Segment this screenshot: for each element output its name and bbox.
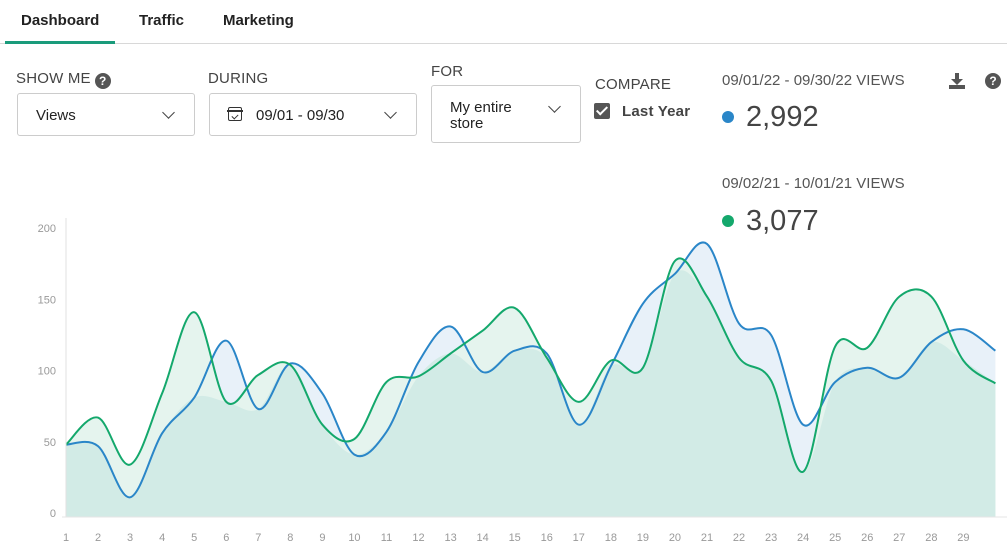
- x-tick-label: 5: [191, 532, 197, 544]
- help-icon[interactable]: ?: [985, 73, 1001, 89]
- y-tick-label: 0: [50, 508, 56, 520]
- metric-select-value: Views: [36, 107, 76, 124]
- x-tick-label: 4: [159, 532, 165, 544]
- x-tick-label: 28: [925, 532, 937, 544]
- x-axis: 1 2 3 4 5 6 7 8 9 10 11 12 13 14 15 16 17 18 19 20 21 22 23 24 2…: [62, 516, 1007, 544]
- compare-label: COMPARE: [595, 76, 672, 93]
- y-tick-label: 200: [38, 223, 56, 235]
- x-tick-label: 12: [412, 532, 424, 544]
- x-tick-label: 23: [765, 532, 777, 544]
- series-2-line: [65, 257, 996, 473]
- x-tick-label: 2: [95, 532, 101, 544]
- tab-marketing[interactable]: Marketing: [223, 12, 294, 29]
- x-tick-label: 27: [893, 532, 905, 544]
- y-tick-label: 100: [38, 366, 56, 378]
- current-range-label: 09/01/22 - 09/30/22 VIEWS: [722, 72, 905, 89]
- overlap-area: [66, 270, 996, 517]
- x-tick-label: 3: [127, 532, 133, 544]
- x-tick-label: 9: [319, 532, 325, 544]
- x-tick-label: 14: [477, 532, 489, 544]
- previous-series-dot: [722, 215, 734, 227]
- x-tick-label: 21: [701, 532, 713, 544]
- calendar-icon: [227, 107, 243, 121]
- show-me-label-group: SHOW ME?: [16, 70, 111, 89]
- x-tick-label: 15: [509, 532, 521, 544]
- y-axis: 0 50 100 150 200: [38, 218, 67, 520]
- x-tick-label: 1: [63, 532, 69, 544]
- tab-bar: Dashboard Traffic Marketing: [0, 0, 1007, 44]
- for-label: FOR: [431, 63, 464, 80]
- series-1-line: [65, 241, 996, 499]
- help-icon[interactable]: ?: [94, 73, 111, 89]
- x-tick-label: 8: [287, 532, 293, 544]
- y-tick-label: 50: [44, 437, 56, 449]
- x-tick-label: 18: [605, 532, 617, 544]
- during-label: DURING: [208, 70, 269, 87]
- current-views-total: 2,992: [746, 101, 819, 133]
- previous-range-label: 09/02/21 - 10/01/21 VIEWS: [722, 175, 905, 192]
- compare-checkbox[interactable]: [594, 103, 610, 119]
- previous-views-total: 3,077: [746, 205, 819, 237]
- x-tick-label: 29: [957, 532, 969, 544]
- x-tick-label: 19: [637, 532, 649, 544]
- date-range-value: 09/01 - 09/30: [256, 107, 345, 124]
- x-tick-label: 7: [255, 532, 261, 544]
- y-tick-label: 150: [38, 294, 56, 306]
- download-icon[interactable]: [948, 72, 966, 90]
- x-tick-label: 26: [861, 532, 873, 544]
- x-tick-label: 17: [573, 532, 585, 544]
- x-tick-label: 22: [733, 532, 745, 544]
- tab-dashboard[interactable]: Dashboard: [21, 12, 100, 29]
- x-tick-label: 20: [669, 532, 681, 544]
- show-me-label: SHOW ME: [16, 70, 91, 87]
- compare-checkbox-label[interactable]: Last Year: [622, 103, 691, 120]
- x-tick-label: 16: [541, 532, 553, 544]
- x-tick-label: 11: [381, 532, 392, 544]
- date-range-select[interactable]: 09/01 - 09/30: [209, 93, 417, 136]
- current-series-dot: [722, 111, 734, 123]
- active-tab-indicator: [5, 41, 115, 44]
- store-select-value-line1: My entire: [450, 99, 512, 116]
- x-tick-label: 24: [797, 532, 809, 544]
- x-tick-label: 10: [348, 532, 360, 544]
- x-tick-label: 13: [444, 532, 456, 544]
- chart-areas: [66, 242, 996, 517]
- x-tick-label: 6: [223, 532, 229, 544]
- store-select[interactable]: My entire store: [431, 85, 581, 143]
- chart-lines: [65, 241, 996, 499]
- x-tick-label: 25: [829, 532, 841, 544]
- metric-select[interactable]: Views: [17, 93, 195, 136]
- store-select-value-line2: store: [450, 115, 484, 132]
- tab-traffic[interactable]: Traffic: [139, 12, 185, 29]
